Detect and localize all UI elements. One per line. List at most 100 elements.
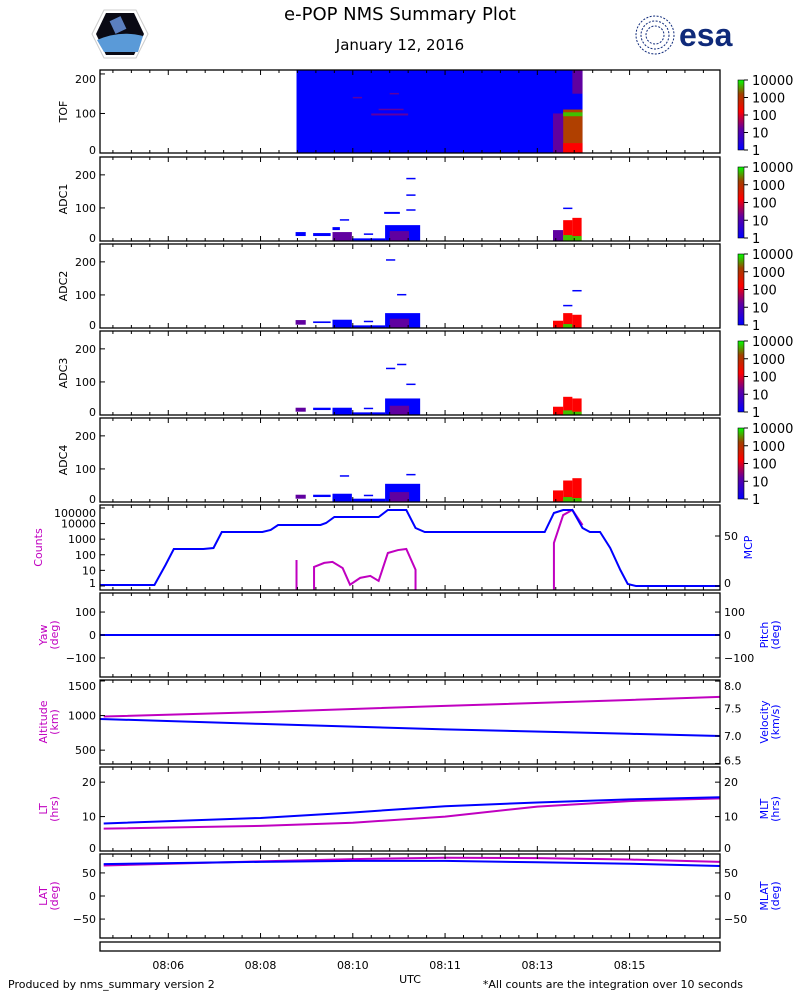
panel-counts-left-y-tick-label: 10	[82, 564, 96, 577]
panel-adc4-colorbar-label: 10	[752, 475, 769, 490]
panel-adc2-colorbar-label: 1000	[752, 266, 785, 281]
panel-lt-mlt-line	[103, 796, 721, 825]
panel-adc3-count-cell	[389, 405, 410, 415]
panel-adc2-count-cell	[332, 319, 352, 328]
panel-adc2-count-cell	[386, 259, 396, 261]
panel-tof-axis-label: TOF	[57, 101, 70, 124]
panel-lt-right-y-tick-label: 10	[724, 811, 738, 824]
panel-adc1-colorbar-label: 10000	[752, 161, 793, 176]
panel-adc1-count-cell	[389, 231, 410, 241]
panel-lat-left-axis-label: LAT	[37, 886, 50, 906]
panel-lat-frame	[99, 853, 721, 939]
panel-adc4-count-cell	[406, 473, 416, 476]
panel-adc2-count-cell	[313, 321, 331, 324]
panel-tof-colorbar	[737, 79, 745, 151]
panel-adc1-count-cell	[563, 207, 573, 210]
panel-altitude-right-y-tick-label: 7.0	[724, 730, 742, 743]
panel-adc1-count-cell	[553, 230, 564, 241]
panel-adc3-colorbar-label: 1000	[752, 353, 785, 368]
panel-adc4-colorbar-label: 100	[752, 458, 777, 473]
panel-counts-left-y-tick-label: 1	[89, 577, 96, 590]
panel-lt-left-axis-label: LT	[37, 803, 50, 815]
panel-adc3-y-tick-label: 0	[89, 406, 96, 419]
panel-lat-left-y-tick-label: 0	[89, 890, 96, 903]
panel-adc4-y-tick-label: 0	[89, 493, 96, 506]
panel-adc2-colorbar	[737, 253, 745, 326]
counts-line-segment	[313, 547, 417, 590]
panel-lat-left-axis-label: (deg)	[48, 881, 61, 910]
panel-counts-right-axis-label: MCP	[742, 535, 755, 559]
panel-tof-colorbar-label: 1000	[752, 92, 785, 107]
panel-counts-right-y-tick-label: 0	[724, 577, 731, 590]
panel-altitude-right-axis-label: (km/s)	[769, 704, 782, 739]
panel-adc4-colorbar-label: 10000	[752, 422, 793, 437]
panel-adc4-colorbar-label: 1	[752, 493, 760, 508]
panel-altitude-left-axis-label: Altitude	[37, 700, 50, 743]
panel-lt-right-axis-label: MLT	[758, 798, 771, 819]
panel-adc4-y-tick-label: 100	[75, 463, 96, 476]
panel-adc2-count-cell	[563, 304, 573, 307]
panel-tof-count-cell	[563, 143, 583, 153]
panel-adc3-axis-label: ADC3	[57, 358, 70, 389]
panel-counts-left-y-tick-label: 1000	[68, 533, 96, 546]
panel-adc4-count-cell	[332, 493, 352, 502]
panel-altitude-left-y-tick-label: 1000	[68, 710, 96, 723]
x-tick-label: 08:11	[429, 959, 461, 972]
panel-adc3-count-cell	[563, 396, 573, 415]
panel-tof-count-cell	[296, 70, 583, 153]
panel-lat-right-axis-label: (deg)	[769, 881, 782, 910]
panel-adc2-count-cell	[563, 324, 573, 328]
panel-adc1-count-cell	[363, 233, 374, 235]
x-tick-label: 08:13	[521, 959, 553, 972]
panel-lt-left-y-tick-label: 10	[82, 811, 96, 824]
panel-yaw-right-axis-label: (deg)	[769, 620, 782, 649]
panel-altitude-altitude-line	[103, 695, 721, 718]
panel-adc1-count-cell	[332, 232, 352, 241]
panel-tof-colorbar-label: 10000	[752, 74, 793, 89]
panel-tof-y-tick-label: 200	[75, 73, 96, 86]
panel-lt-right-y-tick-label: 0	[724, 842, 731, 855]
panel-lt-left-y-tick-label: 0	[89, 842, 96, 855]
panel-adc1-count-cell	[313, 233, 331, 237]
panel-adc2-count-cell	[295, 320, 306, 325]
panel-adc3-count-cell	[397, 363, 407, 366]
panel-adc3-count-cell	[572, 398, 582, 415]
panel-adc4-colorbar-label: 1000	[752, 440, 785, 455]
panel-adc1-count-cell	[384, 211, 400, 214]
panel-adc3-colorbar-label: 1	[752, 406, 760, 421]
panel-adc1-colorbar	[737, 166, 745, 239]
panel-counts-frame	[99, 504, 721, 591]
panel-altitude-left-y-tick-label: 500	[75, 744, 96, 757]
panel-adc1-colorbar-label: 1000	[752, 179, 785, 194]
panel-adc2-count-cell	[572, 314, 582, 328]
panel-adc1-y-tick-label: 100	[75, 202, 96, 215]
left-logo	[91, 9, 149, 59]
panel-yaw-left-y-tick-label: −100	[66, 652, 96, 665]
panel-adc2-y-tick-label: 200	[75, 256, 96, 269]
panel-lat-mlat-line	[103, 859, 721, 867]
panel-adc3-colorbar-label: 10	[752, 388, 769, 403]
panel-adc4-count-cell	[351, 498, 386, 502]
panel-tof-count-cell	[352, 96, 363, 99]
panel-lt-left-axis-label: (hrs)	[48, 796, 61, 822]
panel-adc1-frame	[99, 156, 721, 242]
panel-adc4-count-cell	[553, 490, 564, 502]
panel-counts-left-axis-label: Counts	[32, 528, 45, 567]
x-tick-label: 08:08	[245, 959, 277, 972]
footer-note: *All counts are the integration over 10 …	[483, 978, 743, 991]
panel-adc4-axis-label: ADC4	[57, 445, 70, 476]
panel-tof-count-cell	[563, 109, 583, 153]
panel-adc1-count-cell	[572, 236, 582, 241]
panel-lt-right-y-tick-label: 20	[724, 776, 738, 789]
panel-adc1-axis-label: ADC1	[57, 184, 70, 215]
x-tick-label: 08:10	[337, 959, 369, 972]
panel-tof-y-tick-label: 100	[75, 107, 96, 120]
plot-title: e-POP NMS Summary Plot	[284, 4, 516, 25]
panel-lat-right-y-tick-label: 0	[724, 890, 731, 903]
panel-adc2-y-tick-label: 100	[75, 289, 96, 302]
panel-counts-right-y-tick-label: 50	[724, 530, 738, 543]
panel-tof-frame	[99, 69, 721, 154]
panel-lt-left-y-tick-label: 20	[82, 776, 96, 789]
panel-counts-left-y-tick-label: 100000	[54, 507, 96, 520]
